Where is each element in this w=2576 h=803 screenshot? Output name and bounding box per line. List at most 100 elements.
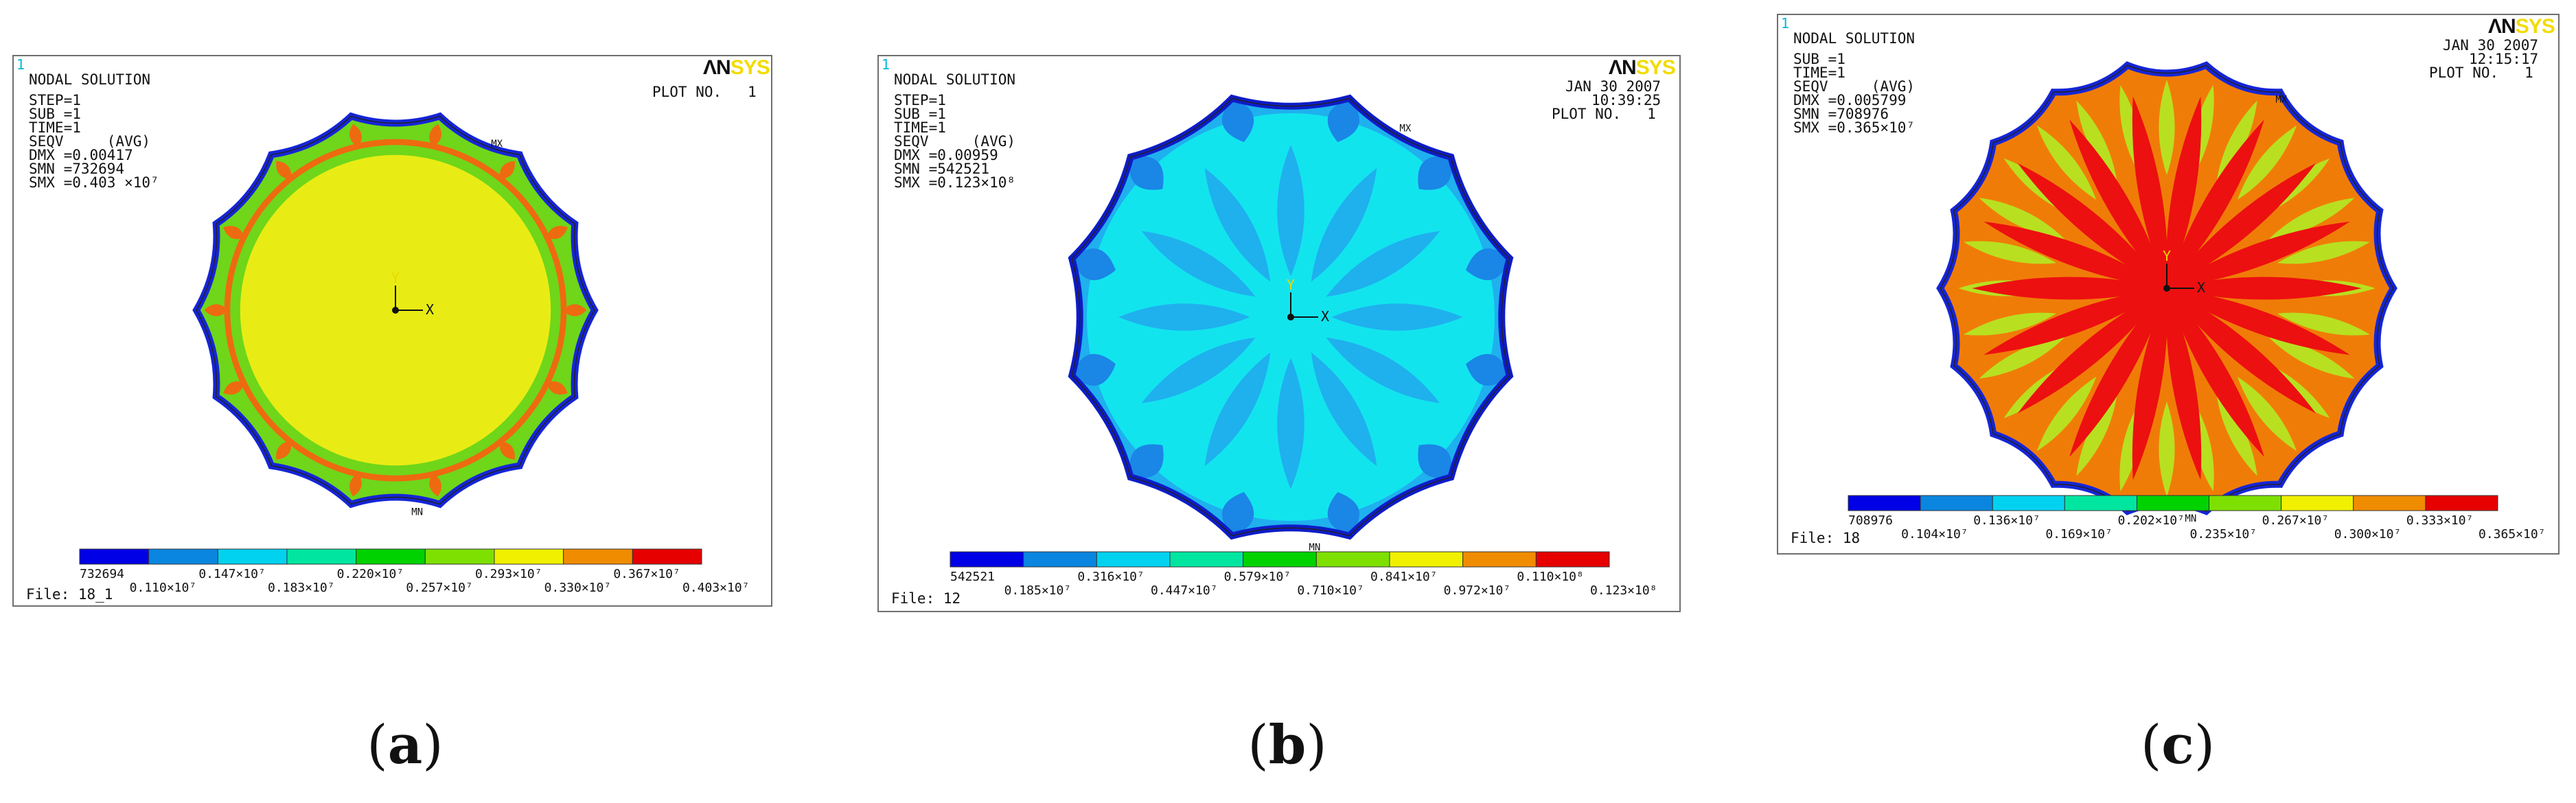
peak-band <box>2167 119 2264 288</box>
edge-band <box>1129 156 1164 190</box>
colorbar-label: 542521 <box>950 570 995 584</box>
peak-band <box>2167 288 2316 414</box>
edge-band <box>1418 444 1452 478</box>
header-line: SUB =1 <box>1793 51 1845 67</box>
max-label: MX <box>491 139 503 150</box>
colorbar-label: 0.447×10⁷ <box>1151 583 1218 598</box>
x-axis-label: X <box>2197 279 2205 296</box>
contour-plot: X Y MX MN 542521 0.316×10⁷ 0.579×10⁷ 0.841×10⁷ 0… <box>950 94 1657 598</box>
header-line: DMX =0.00417 <box>29 147 133 163</box>
radial-band <box>1141 337 1256 404</box>
colorbar-segment <box>1169 551 1244 568</box>
panel-a: 1 NODAL SOLUTION STEP=1 SUB =1 TIME=1 SE… <box>12 55 772 607</box>
peak-band <box>2167 221 2350 288</box>
colorbar-label: 0.185×10⁷ <box>1004 583 1072 598</box>
stress-spot <box>562 304 587 316</box>
stress-spot <box>349 124 362 148</box>
date-label: JAN 30 2007 <box>1565 78 1661 95</box>
accent-band <box>2036 377 2097 452</box>
ansys-logo: ΛNSYS <box>2488 15 2555 38</box>
min-label: MN <box>411 507 423 518</box>
peak-band <box>2017 163 2167 288</box>
peak-band <box>2167 288 2264 457</box>
plate-outline <box>1071 97 1510 537</box>
colorbar-segment <box>2425 495 2498 511</box>
contour-plot: X Y MX MN 708976 0.136×10⁷ 0.202×10⁷ 0.267×10⁷ 0… <box>1848 61 2546 542</box>
header-line: STEP=1 <box>29 92 81 108</box>
colorbar-segment <box>356 548 426 565</box>
corner-number: 1 <box>16 56 25 73</box>
radial-band <box>1277 358 1304 489</box>
header-line: SEQV (AVG) <box>894 133 1016 150</box>
min-label: MN <box>1309 542 1320 553</box>
header-line: DMX =0.00959 <box>894 147 998 163</box>
colorbar-label: 0.267×10⁷ <box>2262 513 2330 528</box>
edge-band <box>1072 248 1116 281</box>
edge-band <box>1466 353 1510 386</box>
header-line: STEP=1 <box>894 92 946 108</box>
colorbar-label: 0.330×10⁷ <box>544 581 612 595</box>
peak-band <box>1972 277 2167 300</box>
accent-band <box>2216 100 2257 187</box>
file-label: File: 18 <box>1791 530 1861 546</box>
colorbar-label: 0.169×10⁷ <box>2045 527 2113 542</box>
origin-marker <box>2163 285 2170 292</box>
colorbar-label: 0.202×10⁷ <box>2117 513 2185 528</box>
radial-band <box>1141 231 1256 297</box>
colorbar-label: 0.183×10⁷ <box>268 581 335 595</box>
header-line: SMN =708976 <box>1793 106 1889 122</box>
corner-number: 1 <box>1781 15 1790 32</box>
colorbar-segment <box>2281 495 2354 511</box>
edge-band <box>1466 248 1510 281</box>
header-line: SEQV (AVG) <box>29 133 151 150</box>
radial-band <box>1326 337 1440 404</box>
edge-band <box>1072 353 1116 386</box>
peak-band <box>2166 96 2202 288</box>
plot-number: PLOT NO. 1 <box>652 84 757 100</box>
colorbar-segment <box>1920 495 1993 511</box>
peak-band <box>2017 288 2167 414</box>
y-axis-label: Y <box>391 270 400 286</box>
colorbar-segment <box>1462 551 1537 568</box>
panel-b: 1 NODAL SOLUTION STEP=1 SUB =1 TIME=1 SE… <box>877 55 1681 612</box>
radial-band <box>1311 352 1377 467</box>
header-line: NODAL SOLUTION <box>894 71 1016 88</box>
colorbar-segment <box>1389 551 1464 568</box>
colorbar-segment <box>1315 551 1390 568</box>
colorbar-segment <box>424 548 495 565</box>
colorbar-label: 0.841×10⁷ <box>1370 570 1438 584</box>
accent-band <box>2277 241 2370 264</box>
stress-spot <box>499 161 515 180</box>
edge-band <box>1327 492 1359 536</box>
stress-spot <box>546 226 568 240</box>
peak-band <box>2132 288 2167 480</box>
accent-band <box>2237 377 2297 452</box>
origin-marker <box>1287 314 1294 321</box>
colorbar-segment <box>2353 495 2426 511</box>
colorbar-label: 0.147×10⁷ <box>198 567 266 581</box>
header-line: TIME=1 <box>1793 65 1845 81</box>
radial-band <box>1118 303 1250 331</box>
header-line: TIME=1 <box>894 119 946 136</box>
header-line: SMX =0.365×10⁷ <box>1793 119 1916 136</box>
header-line: TIME=1 <box>29 119 81 136</box>
colorbar-label: 0.110×10⁷ <box>130 581 197 595</box>
stress-spot <box>429 124 442 148</box>
accent-band <box>1979 337 2065 379</box>
accent-band <box>2237 125 2297 200</box>
colorbar-label: 0.293×10⁷ <box>475 567 542 581</box>
accent-band <box>2268 337 2355 379</box>
peak-band <box>2167 277 2362 300</box>
colorbar-label: 0.333×10⁷ <box>2406 513 2474 528</box>
stress-spot <box>429 473 442 497</box>
edge-band <box>1222 492 1254 536</box>
accent-band <box>2076 100 2118 187</box>
header-line: SUB =1 <box>894 106 946 122</box>
header-line: SMN =542521 <box>894 161 990 177</box>
colorbar-segment <box>1096 551 1171 568</box>
ansys-logo: ΛNSYS <box>1609 56 1676 79</box>
colorbar-segment <box>2064 495 2137 511</box>
accent-band <box>2159 80 2175 176</box>
colorbar-segment <box>2209 495 2282 511</box>
stress-spot <box>276 441 292 460</box>
